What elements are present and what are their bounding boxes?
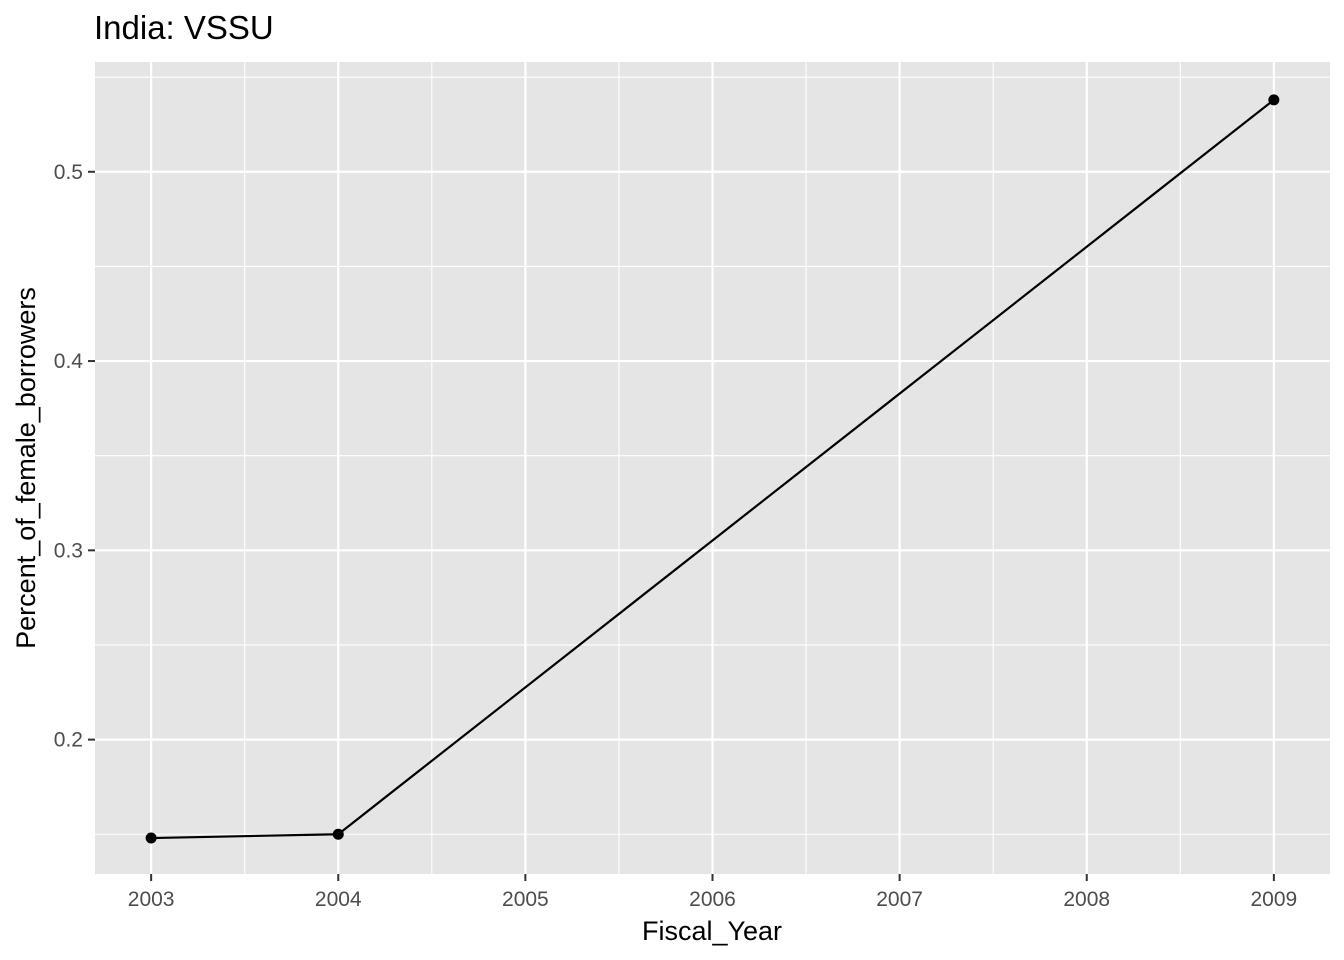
x-axis-title: Fiscal_Year bbox=[642, 916, 782, 946]
y-axis-title: Percent_of_female_borrowers bbox=[11, 287, 41, 649]
x-axis: 2003 2004 2005 2006 2007 2008 2009 bbox=[128, 874, 1297, 911]
x-tick-label: 2008 bbox=[1063, 888, 1110, 911]
data-point bbox=[145, 832, 157, 844]
y-tick-label: 0.2 bbox=[54, 729, 83, 752]
data-point bbox=[332, 828, 344, 840]
data-point bbox=[1268, 94, 1280, 106]
x-tick-label: 2006 bbox=[689, 888, 736, 911]
x-tick-label: 2007 bbox=[876, 888, 923, 911]
x-tick-label: 2005 bbox=[502, 888, 549, 911]
x-tick-label: 2009 bbox=[1251, 888, 1298, 911]
series-layer bbox=[145, 94, 1280, 844]
y-tick-label: 0.3 bbox=[54, 539, 83, 562]
chart-title: India: VSSU bbox=[94, 9, 274, 46]
x-tick-label: 2004 bbox=[315, 888, 362, 911]
y-tick-label: 0.4 bbox=[54, 350, 84, 373]
major-gridlines bbox=[95, 62, 1330, 874]
x-tick-label: 2003 bbox=[128, 888, 175, 911]
y-axis: 0.2 0.3 0.4 0.5 bbox=[54, 161, 95, 752]
y-tick-label: 0.5 bbox=[54, 161, 83, 184]
